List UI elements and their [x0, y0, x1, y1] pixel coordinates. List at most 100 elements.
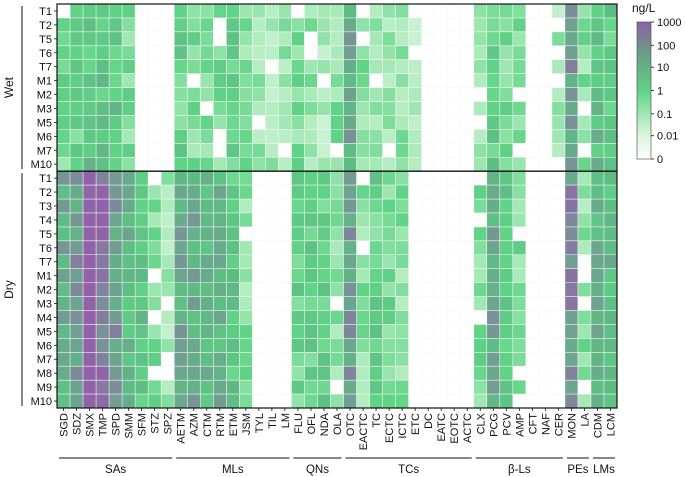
heatmap-cell [343, 240, 357, 256]
heatmap-cell [330, 324, 344, 339]
heatmap-cell [265, 268, 279, 283]
heatmap-cell [200, 338, 214, 353]
heatmap-cell [486, 199, 501, 214]
heatmap-cell [512, 226, 527, 242]
heatmap-cell [96, 268, 110, 283]
heatmap-cell [356, 296, 370, 311]
heatmap-cell [538, 199, 553, 214]
heatmap-cell [330, 171, 344, 186]
heatmap-cell [564, 185, 579, 200]
heatmap-cell [525, 185, 540, 200]
heatmap-cell [122, 143, 136, 158]
column-group-label: SAs [105, 464, 126, 476]
heatmap-cell [564, 380, 579, 395]
heatmap-cell [70, 143, 84, 158]
heatmap-cell [551, 282, 566, 297]
heatmap-cell [278, 31, 292, 47]
heatmap-cell [447, 171, 462, 186]
heatmap-cell [122, 282, 136, 297]
heatmap-cell [226, 352, 240, 367]
heatmap-cell [122, 199, 136, 214]
heatmap-cell [369, 226, 383, 242]
heatmap-cell [499, 129, 514, 144]
heatmap-cell [213, 4, 227, 19]
heatmap-cell [603, 143, 618, 158]
heatmap-cell [57, 240, 71, 256]
heatmap-cell [330, 226, 344, 242]
heatmap-cell [265, 366, 279, 381]
heatmap-cell [317, 73, 331, 88]
heatmap-cell [148, 240, 162, 256]
heatmap-cell [57, 199, 71, 214]
heatmap-cell [252, 254, 266, 269]
heatmap-cell [122, 310, 136, 325]
heatmap-cell [382, 212, 396, 228]
heatmap-cell [109, 87, 123, 102]
heatmap-cell [109, 380, 123, 395]
heatmap-cell [356, 226, 370, 242]
heatmap-cell [330, 338, 344, 353]
heatmap-cell [200, 366, 214, 381]
heatmap-cell [252, 380, 266, 395]
heatmap-cell [551, 129, 566, 144]
heatmap-cell [174, 212, 188, 228]
heatmap-cell [278, 59, 292, 74]
heatmap-cell [291, 212, 305, 228]
heatmap-cell [239, 394, 253, 409]
heatmap-cell [278, 226, 292, 242]
heatmap-cell [70, 59, 84, 74]
heatmap-cell [330, 394, 344, 409]
heatmap-cell [161, 115, 175, 130]
heatmap-cell [96, 254, 110, 269]
heatmap-cell [382, 185, 396, 200]
heatmap-cell [473, 73, 488, 88]
heatmap-cell [70, 17, 84, 33]
heatmap-cell [252, 296, 266, 311]
heatmap-cell [512, 324, 527, 339]
heatmap-cell [551, 380, 566, 395]
column-label: TYL [254, 413, 266, 433]
heatmap-cell [265, 226, 279, 242]
heatmap-cell [278, 352, 292, 367]
heatmap-cell [122, 17, 136, 33]
heatmap-cell [356, 129, 370, 144]
heatmap-cell [395, 143, 409, 158]
heatmap-cell [187, 59, 201, 74]
heatmap-cell [564, 4, 579, 19]
heatmap-cell [369, 115, 383, 130]
heatmap-cell [577, 31, 592, 47]
heatmap-cell [447, 101, 462, 116]
column-label: LA [579, 412, 591, 426]
heatmap-cell [161, 45, 175, 61]
heatmap-cell [200, 310, 214, 325]
heatmap-cell [382, 129, 396, 144]
colorbar-tick-label: 0.1 [657, 109, 672, 121]
heatmap-cell [499, 185, 514, 200]
heatmap-cell [213, 296, 227, 311]
heatmap-cell [551, 87, 566, 102]
row-label: T2 [39, 20, 52, 32]
heatmap-cell [577, 324, 592, 339]
heatmap-cell [330, 352, 344, 367]
heatmap-cell [512, 212, 527, 228]
heatmap-cell [447, 45, 462, 61]
row-label: T3 [39, 201, 52, 213]
heatmap-cell [226, 87, 240, 102]
heatmap-cell [148, 59, 162, 74]
heatmap-cell [200, 254, 214, 269]
heatmap-cell [382, 226, 396, 242]
heatmap-cell [395, 73, 409, 88]
heatmap-cell [213, 226, 227, 242]
heatmap-cell [538, 296, 553, 311]
heatmap-cell [382, 338, 396, 353]
heatmap-cell [83, 394, 97, 409]
heatmap-cell [187, 199, 201, 214]
heatmap-cell [408, 352, 422, 367]
heatmap-cell [460, 31, 475, 47]
heatmap-cell [70, 366, 84, 381]
heatmap-cell [265, 394, 279, 409]
heatmap-cell [447, 212, 462, 228]
heatmap-cell [291, 45, 305, 61]
column-label: SMM [124, 413, 136, 439]
heatmap-cell [369, 199, 383, 214]
